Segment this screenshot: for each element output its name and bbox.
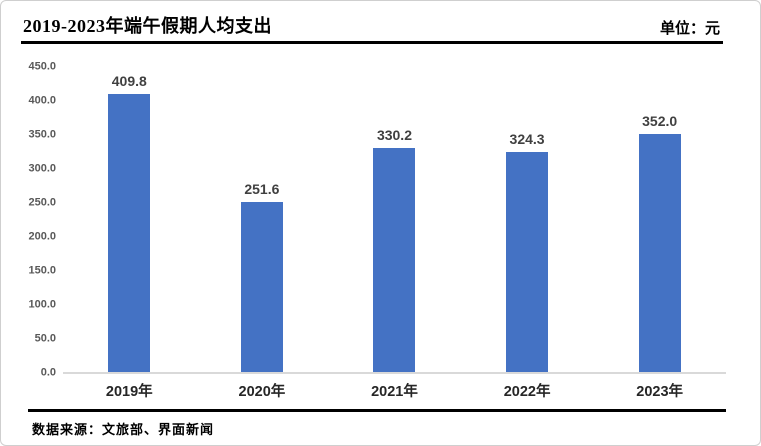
bar-value-label: 251.6 [244, 180, 280, 197]
bar-slot: 330.2 [328, 67, 461, 373]
bar-value-label: 324.3 [509, 131, 545, 148]
bar-2021年 [373, 148, 416, 373]
y-tick-label: 300.0 [28, 162, 56, 175]
y-tick-label: 350.0 [28, 128, 56, 141]
y-tick-label: 150.0 [28, 264, 56, 277]
y-tick-label: 200.0 [28, 230, 56, 243]
bar-slot: 409.8 [63, 67, 196, 373]
bar-slot: 324.3 [461, 67, 594, 373]
plot-area: 409.8 251.6 330.2 324.3 352.0 [63, 67, 726, 373]
y-tick-label: 50.0 [34, 332, 56, 345]
y-tick-label: 400.0 [28, 94, 56, 107]
bar-slot: 251.6 [196, 67, 329, 373]
y-tick-label: 450.0 [28, 60, 56, 73]
unit-label: 单位：元 [659, 21, 720, 37]
x-tick-label: 2019年 [105, 384, 153, 400]
bar-value-label: 352.0 [642, 112, 678, 129]
bar-2019年 [108, 94, 151, 373]
y-tick-label: 250.0 [28, 196, 56, 209]
x-axis-baseline [63, 372, 726, 374]
y-axis: 0.0 50.0 100.0 150.0 200.0 250.0 300.0 350.0 400… [1, 61, 56, 378]
bar-2023年 [638, 133, 681, 373]
data-source-note: 数据来源：文旅部、界面新闻 [32, 422, 215, 437]
x-tick-label: 2023年 [636, 384, 684, 400]
footer-divider [28, 409, 726, 412]
bar-slot: 352.0 [593, 67, 726, 373]
chart-title: 2019-2023年端午假期人均支出 [23, 16, 272, 36]
y-tick-label: 0.0 [40, 366, 56, 379]
bar-2020年 [240, 201, 283, 373]
x-tick-label: 2021年 [371, 384, 418, 400]
x-axis: 2019年 2020年 2021年 2022年 2023年 [63, 383, 726, 401]
x-tick-label: 2020年 [238, 384, 286, 400]
bar-value-label: 330.2 [376, 127, 412, 144]
bar-value-label: 409.8 [111, 73, 147, 90]
y-tick-label: 100.0 [28, 298, 56, 311]
x-tick-label: 2022年 [503, 384, 551, 400]
bar-2022年 [506, 152, 549, 373]
header-divider [21, 41, 723, 44]
